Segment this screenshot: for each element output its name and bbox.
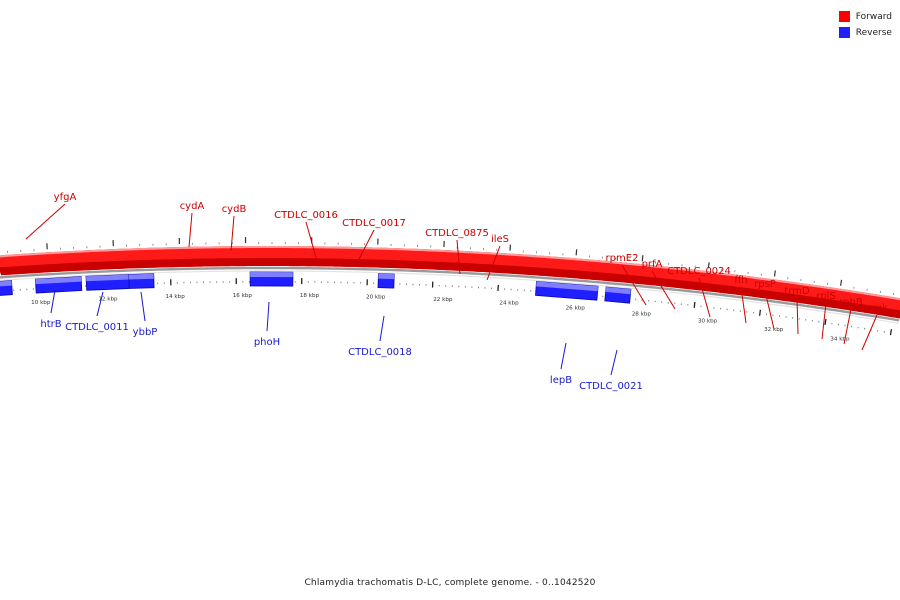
backbone-line [0,266,900,322]
legend: Forward Reverse [838,9,892,41]
forward-leader [25,203,66,240]
scale-label: 18 kbp [300,293,320,299]
forward-gene-label: rpsP [754,279,776,290]
reverse-leader [560,342,567,370]
forward-gene-label: prfA [642,259,663,270]
label-leader-lines [25,203,878,376]
forward-band-shade [0,258,900,319]
forward-leader [796,297,799,335]
forward-gene-label: ffh [734,275,747,286]
scale-label: 30 kbp [698,318,718,324]
reverse-gene-label: CTDLC_0021 [579,381,643,392]
scale-label: 16 kbp [233,293,253,299]
forward-gene-label: CTDLC_0024 [667,266,731,277]
reverse-gene-block-highlight [0,280,12,287]
reverse-leader [610,349,618,376]
reverse-gene-label: phoH [254,337,280,348]
legend-label-forward: Forward [855,11,892,22]
forward-swatch [838,11,850,22]
forward-band-highlight [0,246,900,301]
forward-leader [821,302,827,340]
reverse-gene-label: CTDLC_0018 [348,347,412,358]
forward-leader [356,229,375,264]
forward-gene-label: rplS [816,291,836,302]
scale-major-tick [889,329,893,336]
scale-label: 10 kbp [31,300,51,306]
forward-leader [740,286,747,324]
reverse-gene-label: ybbP [133,327,158,338]
forward-gene-label: rnhB [839,297,863,308]
reverse-gene-label: lepB [550,375,572,386]
forward-gene-label: rpmE2 [606,253,639,264]
forward-leader [621,264,647,306]
reverse-leader [140,291,146,322]
scale-label: 12 kbp [98,296,118,302]
reverse-leader [266,301,270,332]
forward-leader [486,245,501,281]
reverse-gene-block-highlight [536,281,599,292]
legend-item-reverse: Reverse [838,25,892,40]
forward-gene-label: yfgA [54,192,77,203]
forward-leader [861,314,878,351]
reverse-gene-block-highlight [605,287,631,295]
scale-major-tick [693,301,696,308]
forward-gene-label: gmk [866,303,888,314]
major-tick [773,270,776,277]
scale-label: 32 kbp [764,327,784,333]
scale-label: 20 kbp [366,295,386,301]
reverse-strand-features [0,271,632,304]
forward-leader [764,290,775,330]
forward-gene-label: cydB [222,204,247,215]
reverse-gene-block-highlight [86,274,129,282]
scale-label: 28 kbp [632,311,652,317]
reverse-gene-label: htrB [40,319,61,330]
genome-backbone [0,246,900,324]
scale-ticks: 10 kbp 12 kbp 14 kbp 16 kbp 18 kbp 20 kbp 22 k… [6,237,895,342]
legend-label-reverse: Reverse [855,27,892,38]
legend-item-forward: Forward [838,9,892,24]
major-tick [707,262,710,269]
reverse-gene-label: CTDLC_0011 [65,322,129,333]
forward-leader [456,239,461,275]
scale-label: 22 kbp [433,297,453,303]
reverse-gene-block-highlight [250,272,293,278]
scale-major-tick [824,318,827,325]
scale-label: 26 kbp [566,305,586,311]
reverse-gene-block-highlight [378,273,395,280]
forward-gene-label: trmD [784,286,810,297]
scale-label: 34 kbp [830,336,850,342]
backbone-line-shadow [0,270,899,324]
major-tick [840,279,843,286]
reverse-leader [50,289,56,314]
forward-leader [651,270,676,310]
scale-label: 14 kbp [166,294,186,300]
scale-label: 24 kbp [499,301,519,307]
forward-leader [230,215,235,252]
scale-major-tick [758,309,762,316]
major-tick [641,255,644,262]
forward-gene-label: CTDLC_0875 [425,228,489,239]
forward-gene-label: ileS [491,234,509,245]
forward-gene-label: cydA [180,201,205,212]
forward-gene-label: CTDLC_0017 [342,218,406,229]
reverse-gene-block-highlight [35,276,82,285]
gene-labels: yfgA cydA cydB CTDLC_0016 CTDLC_0017 CTDLC_08… [40,192,888,392]
forward-leader [843,308,852,345]
forward-leader [188,212,193,248]
reverse-leader [379,315,385,342]
forward-gene-label: CTDLC_0016 [274,210,338,221]
reverse-gene-block-highlight [128,273,154,280]
map-caption: Chlamydia trachomatis D-LC, complete gen… [304,578,596,588]
forward-leader [305,221,318,262]
reverse-swatch [838,27,850,38]
forward-leader [698,277,711,318]
reverse-leader [96,291,104,317]
